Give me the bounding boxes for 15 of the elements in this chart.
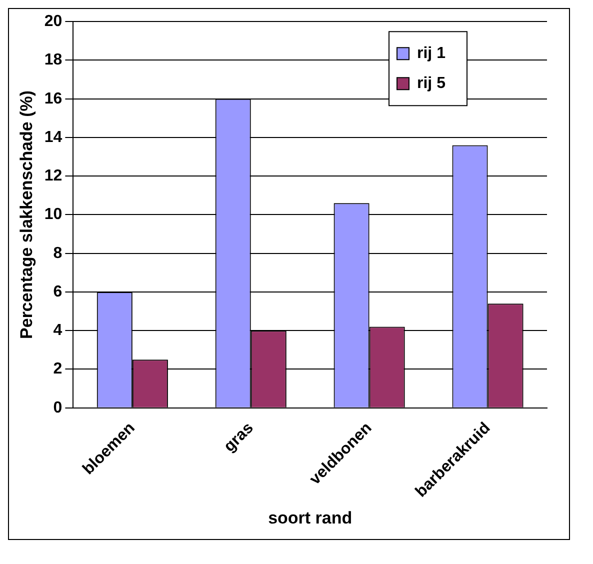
legend-label: rij 5 — [417, 75, 446, 92]
x-axis-title: soort rand — [268, 508, 352, 528]
y-tick-label: 14 — [44, 128, 62, 146]
y-tick-label: 6 — [53, 283, 62, 300]
y-tick-label: 0 — [53, 399, 62, 416]
y-tick-label: 4 — [53, 322, 62, 340]
y-tick-label: 12 — [44, 168, 62, 185]
y-tick-label: 10 — [44, 206, 62, 224]
y-tick-label: 2 — [53, 360, 62, 378]
y-tick-label: 16 — [44, 90, 62, 108]
y-tick-label: 8 — [53, 244, 62, 262]
y-tick-label: 20 — [44, 13, 62, 30]
y-axis-title: Percentage slakkenschade (%) — [16, 90, 36, 339]
y-tick-label: 18 — [44, 52, 62, 69]
legend-label: rij 1 — [417, 45, 446, 62]
